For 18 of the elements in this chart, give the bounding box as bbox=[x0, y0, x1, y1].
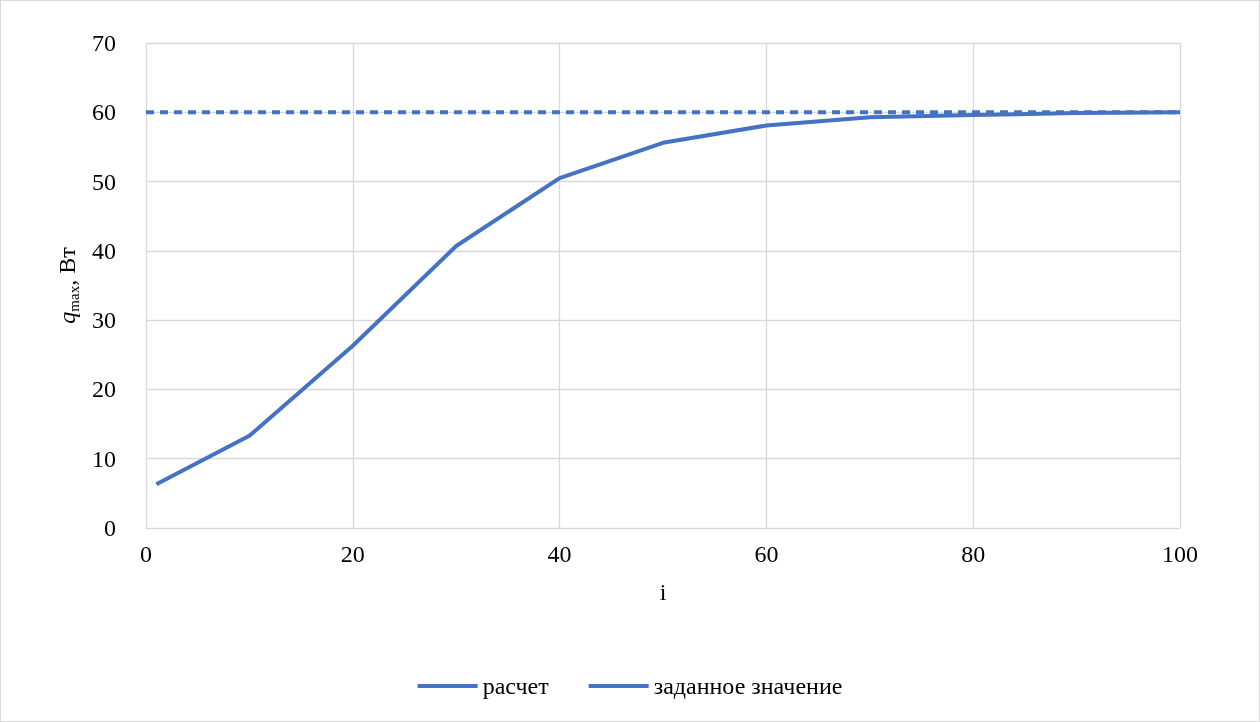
x-axis-title: i bbox=[659, 579, 667, 605]
x-tick-label: 60 bbox=[754, 541, 779, 567]
y-tick-label: 20 bbox=[92, 376, 116, 403]
x-tick-label: 0 bbox=[140, 541, 152, 567]
y-tick-label: 60 bbox=[92, 99, 116, 126]
y-tick-label: 40 bbox=[92, 237, 116, 264]
y-tick-label: 30 bbox=[92, 307, 116, 334]
x-tick-label: 100 bbox=[1162, 541, 1198, 567]
x-tick-label: 80 bbox=[961, 541, 986, 567]
y-axis-title: qmax, Вт bbox=[53, 246, 82, 324]
legend-label: заданное значение bbox=[653, 673, 843, 699]
x-tick-label: 40 bbox=[547, 541, 572, 567]
y-tick-label: 0 bbox=[104, 515, 116, 541]
x-tick-label: 20 bbox=[340, 541, 365, 567]
legend-label: расчет bbox=[482, 673, 550, 699]
y-tick-label: 50 bbox=[92, 168, 116, 195]
y-tick-label: 70 bbox=[92, 30, 116, 56]
y-tick-label: 10 bbox=[92, 445, 116, 472]
